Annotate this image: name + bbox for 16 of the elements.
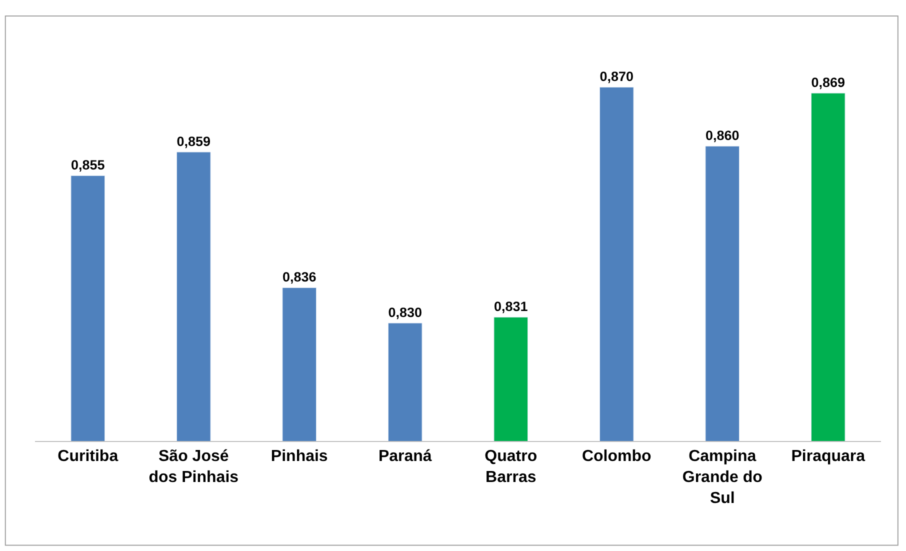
x-tick-label: Piraquara: [791, 448, 866, 466]
data-label: 0,869: [811, 74, 846, 90]
data-label: 0,870: [600, 69, 634, 84]
x-tick-label: São José dos Pinhais: [148, 448, 239, 486]
x-tick-label: Quatro Barras: [484, 448, 538, 486]
x-tick-label: Paraná: [378, 448, 432, 466]
x-tick-label: Campina Grande do Sul: [682, 448, 763, 507]
x-tick-label: Curitiba: [58, 448, 118, 466]
x-tick-label: Pinhais: [270, 448, 328, 466]
data-label: 0,855: [70, 157, 106, 172]
data-label: 0,859: [176, 134, 212, 149]
data-label: 0,830: [388, 304, 422, 320]
data-label: 0,860: [705, 128, 740, 143]
data-label: 0,831: [494, 298, 528, 314]
data-label: 0,836: [282, 270, 317, 284]
x-tick-label: Colombo: [582, 448, 652, 466]
